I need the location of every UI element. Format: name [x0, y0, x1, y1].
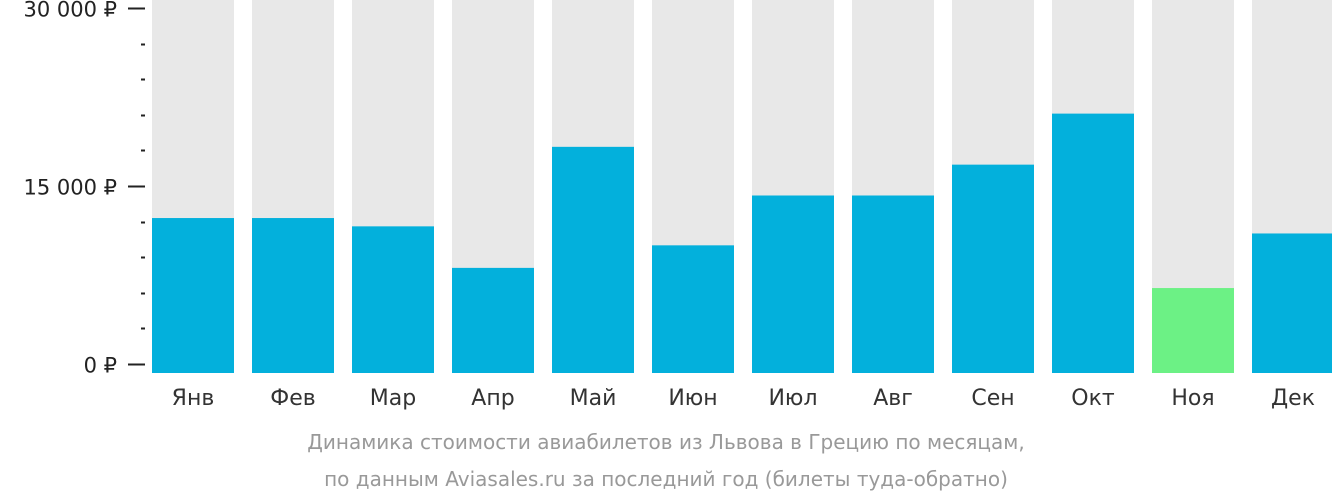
bar [1052, 113, 1134, 373]
bar [652, 245, 734, 373]
x-tick-label: Июн [668, 386, 717, 411]
bar [452, 267, 534, 373]
bar [252, 218, 334, 373]
x-tick-label: Май [570, 386, 617, 411]
x-tick-label: Сен [971, 386, 1014, 411]
bar [1252, 233, 1332, 373]
x-tick-label: Июл [768, 386, 817, 411]
x-axis-labels: Янв Фев Мар Апр Май Июн Июл Авг Сен Окт Ноя Дек [172, 386, 1315, 411]
y-tick-label: 15 000 ₽ [23, 176, 117, 200]
chart-caption-line-2: по данным Aviasales.ru за последний год … [324, 467, 1008, 491]
y-tick-label: 30 000 ₽ [23, 0, 117, 22]
y-axis: 0 ₽ 15 000 ₽ 30 000 ₽ [23, 0, 145, 378]
x-tick-label: Ноя [1171, 386, 1214, 411]
x-tick-label: Фев [270, 386, 315, 411]
bar [852, 195, 934, 373]
bar [1152, 288, 1234, 373]
x-tick-label: Мар [370, 386, 416, 411]
x-tick-label: Авг [873, 386, 913, 411]
x-tick-label: Апр [471, 386, 514, 411]
bar [352, 226, 434, 373]
x-tick-label: Янв [172, 386, 215, 411]
x-tick-label: Окт [1071, 386, 1115, 411]
chart-caption-line-1: Динамика стоимости авиабилетов из Львова… [307, 430, 1025, 454]
bar [752, 195, 834, 373]
y-tick-label: 0 ₽ [84, 354, 117, 378]
bar [152, 218, 234, 373]
x-tick-label: Дек [1271, 386, 1315, 411]
bar [552, 146, 634, 373]
bar [952, 164, 1034, 373]
bars [152, 113, 1332, 373]
price-bar-chart: 0 ₽ 15 000 ₽ 30 000 ₽ Янв Фев Мар Апр Май Июн Ию… [23, 0, 1332, 411]
